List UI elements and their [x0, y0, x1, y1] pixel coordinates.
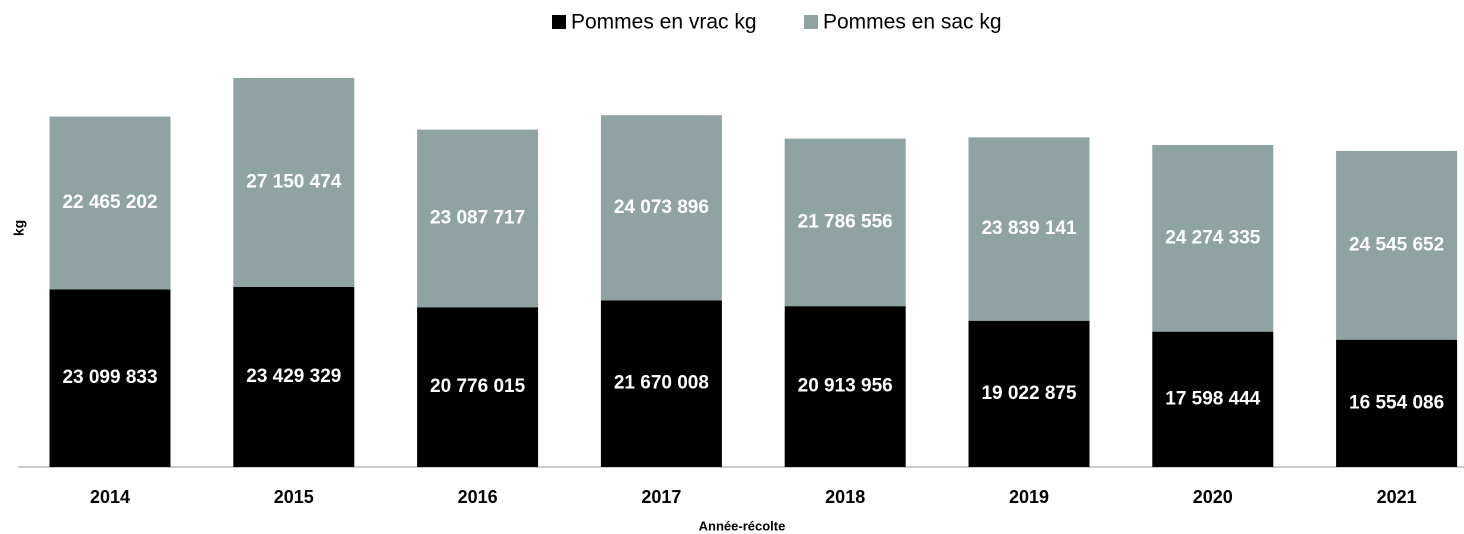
x-tick-label: 2019 — [1009, 487, 1049, 507]
x-tick-label: 2020 — [1193, 487, 1233, 507]
data-label: 24 545 652 — [1349, 234, 1444, 255]
bar-segment — [1152, 331, 1274, 467]
data-label: 23 839 141 — [981, 218, 1077, 239]
data-label: 24 274 335 — [1165, 227, 1261, 248]
bar-segment — [968, 137, 1090, 321]
bar-segment — [784, 306, 906, 467]
legend-label: Pommes en sac kg — [823, 11, 1002, 34]
data-label: 23 087 717 — [430, 207, 525, 228]
x-tick-label: 2015 — [274, 487, 314, 507]
bar-segment — [49, 289, 171, 467]
bar-segment — [233, 286, 355, 467]
bar-segment — [784, 138, 906, 307]
bar-segment — [49, 116, 171, 290]
x-tick-label: 2021 — [1377, 487, 1417, 507]
data-label: 22 465 202 — [62, 192, 157, 213]
data-label: 24 073 896 — [614, 197, 709, 218]
bar-segment — [233, 78, 355, 287]
data-label: 16 554 086 — [1349, 392, 1444, 413]
data-label: 23 429 329 — [246, 366, 341, 387]
bar-segment — [417, 129, 539, 308]
legend-label: Pommes en vrac kg — [571, 11, 757, 34]
legend-swatch — [552, 15, 566, 29]
bar-segment — [600, 115, 722, 301]
bar-segment — [1336, 339, 1458, 467]
data-label: 17 598 444 — [1165, 388, 1261, 409]
x-tick-label: 2017 — [641, 487, 681, 507]
y-axis-label: kg — [11, 220, 27, 236]
data-label: 20 776 015 — [430, 376, 526, 397]
x-tick-label: 2016 — [458, 487, 498, 507]
bar-segment — [1336, 150, 1458, 340]
legend-swatch — [804, 15, 818, 29]
x-tick-label: 2014 — [90, 487, 130, 507]
data-label: 20 913 956 — [798, 376, 893, 397]
data-label: 21 670 008 — [614, 373, 709, 394]
x-axis-label: Année-récolte — [699, 518, 786, 533]
data-label: 21 786 556 — [798, 211, 893, 232]
bar-segment — [1152, 144, 1274, 332]
bar-segment — [968, 320, 1090, 467]
bar-segment — [600, 300, 722, 467]
bar-segment — [417, 307, 539, 467]
data-label: 27 150 474 — [246, 171, 342, 192]
x-tick-label: 2018 — [825, 487, 865, 507]
data-label: 19 022 875 — [981, 383, 1077, 404]
data-label: 23 099 833 — [62, 367, 157, 388]
